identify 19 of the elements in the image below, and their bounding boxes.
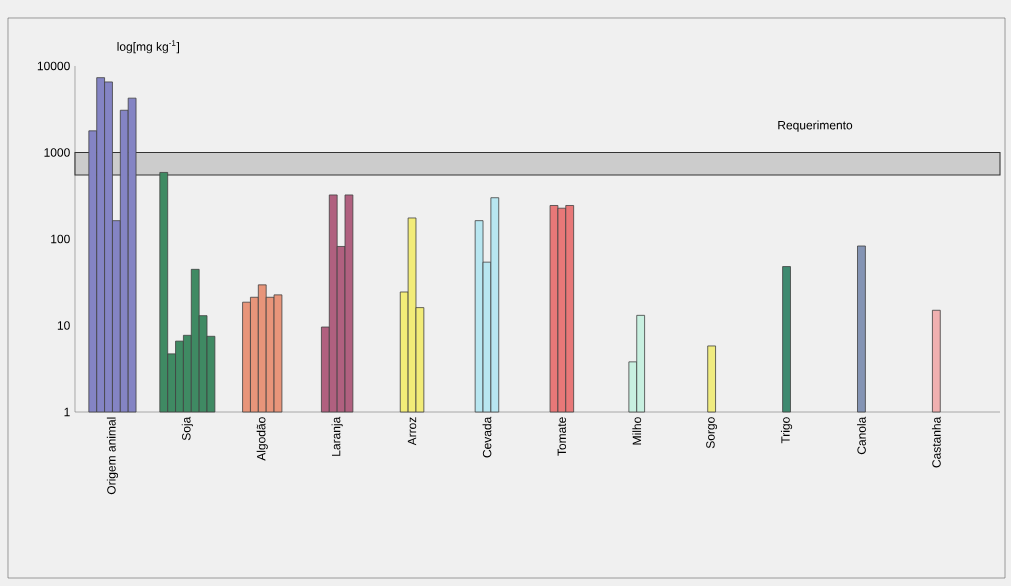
y-tick-label: 1: [64, 407, 70, 417]
band-label: Requerimento: [778, 120, 853, 132]
x-tick-label: Arroz: [407, 417, 417, 446]
x-tick-label: Castanha: [931, 416, 941, 468]
x-tick-label: Laranja: [331, 416, 343, 456]
x-tick-label: Tomate: [557, 417, 567, 456]
x-tick-label: Origem animal: [106, 417, 119, 495]
y-tick-label: 100: [51, 234, 70, 244]
x-tick-label: Trigo: [780, 417, 793, 444]
y-tick-label: 10000: [37, 61, 70, 71]
y-tick-label: 1000: [44, 148, 70, 157]
x-tick-label: Algodão: [256, 417, 268, 461]
x-tick-label: Soja: [181, 416, 193, 441]
x-tick-label: Cevada: [482, 416, 492, 458]
x-tick-label: Milho: [632, 417, 642, 445]
y-axis-title: log[mg kg$^{-1}$]: [117, 40, 179, 54]
x-tick-label: Canola: [857, 416, 866, 455]
y-tick-label: 10: [57, 321, 70, 330]
x-tick-label: Sorgo: [706, 417, 718, 449]
